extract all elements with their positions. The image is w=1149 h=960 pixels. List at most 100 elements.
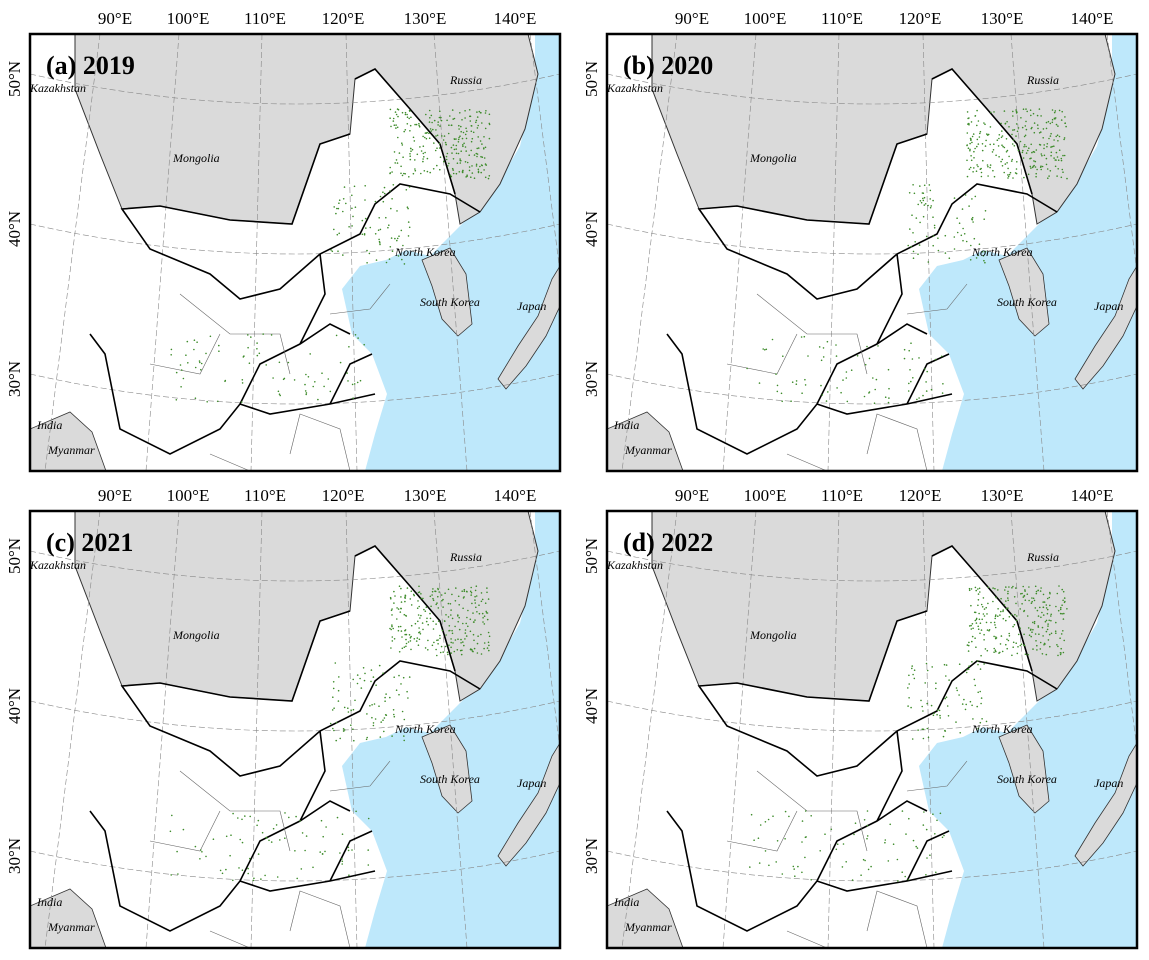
- crop-pixel: [449, 174, 452, 176]
- crop-pixel: [1000, 610, 1002, 613]
- crop-pixel: [945, 675, 947, 677]
- crop-pixel: [433, 142, 435, 144]
- place-label: Japan: [1094, 299, 1123, 313]
- crop-pixel: [980, 702, 982, 705]
- crop-pixel: [975, 257, 978, 259]
- crop-pixel: [333, 729, 335, 732]
- crop-pixel: [983, 259, 985, 262]
- crop-pixel: [420, 172, 422, 175]
- crop-pixel: [201, 851, 203, 853]
- crop-pixel: [1023, 633, 1025, 636]
- crop-pixel: [378, 238, 380, 241]
- place-label: India: [36, 418, 62, 432]
- crop-pixel: [266, 837, 268, 839]
- crop-pixel: [486, 591, 488, 594]
- crop-pixel: [398, 651, 401, 653]
- crop-pixel: [396, 162, 399, 164]
- crop-pixel: [1057, 609, 1060, 612]
- crop-pixel: [986, 164, 989, 166]
- crop-pixel: [981, 618, 983, 621]
- crop-pixel: [1030, 167, 1032, 169]
- crop-pixel: [1035, 640, 1037, 642]
- crop-pixel: [437, 124, 439, 126]
- crop-pixel: [459, 162, 462, 164]
- crop-pixel: [329, 390, 332, 393]
- crop-pixel: [979, 622, 982, 624]
- crop-pixel: [1000, 160, 1002, 163]
- crop-pixel: [441, 599, 443, 602]
- crop-pixel: [940, 355, 943, 358]
- crop-pixel: [225, 868, 227, 871]
- crop-pixel: [1041, 626, 1044, 629]
- crop-pixel: [232, 812, 234, 815]
- crop-pixel: [995, 596, 997, 599]
- crop-pixel: [470, 140, 473, 143]
- crop-pixel: [462, 145, 464, 148]
- crop-pixel: [462, 622, 464, 625]
- crop-pixel: [1007, 167, 1009, 170]
- crop-pixel: [1037, 625, 1039, 627]
- crop-pixel: [484, 602, 487, 604]
- crop-pixel: [970, 218, 973, 220]
- crop-pixel: [393, 151, 396, 153]
- crop-pixel: [277, 390, 280, 393]
- crop-pixel: [976, 145, 978, 148]
- crop-pixel: [810, 879, 812, 881]
- crop-pixel: [396, 210, 398, 212]
- crop-pixel: [410, 624, 413, 627]
- crop-pixel: [1023, 610, 1025, 613]
- crop-pixel: [424, 136, 426, 139]
- crop-pixel: [999, 643, 1002, 645]
- crop-pixel: [993, 647, 995, 650]
- crop-pixel: [868, 357, 871, 360]
- crop-pixel: [342, 198, 345, 200]
- crop-pixel: [391, 636, 394, 638]
- crop-pixel: [462, 144, 464, 146]
- crop-pixel: [453, 117, 456, 120]
- crop-pixel: [256, 342, 258, 344]
- crop-pixel: [1008, 155, 1010, 158]
- crop-pixel: [1005, 608, 1008, 610]
- crop-pixel: [393, 715, 396, 718]
- crop-pixel: [224, 379, 227, 382]
- crop-pixel: [232, 879, 234, 882]
- crop-pixel: [394, 162, 397, 164]
- lon-label: 130°E: [981, 9, 1024, 28]
- crop-pixel: [908, 674, 910, 677]
- crop-pixel: [913, 677, 916, 680]
- crop-pixel: [1002, 145, 1004, 148]
- korea: [421, 247, 473, 337]
- crop-pixel: [1064, 122, 1066, 124]
- crop-pixel: [429, 612, 431, 615]
- crop-pixel: [1055, 135, 1057, 138]
- crop-pixel: [907, 390, 910, 392]
- crop-pixel: [241, 382, 244, 384]
- crop-pixel: [1010, 614, 1013, 616]
- crop-pixel: [256, 354, 259, 357]
- crop-pixel: [389, 108, 392, 111]
- crop-pixel: [354, 206, 357, 208]
- crop-pixel: [884, 839, 887, 841]
- crop-pixel: [436, 147, 438, 149]
- crop-pixel: [429, 171, 432, 174]
- crop-pixel: [372, 676, 375, 678]
- crop-pixel: [853, 833, 855, 836]
- crop-pixel: [391, 198, 393, 200]
- crop-pixel: [820, 359, 823, 362]
- crop-pixel: [934, 833, 936, 835]
- crop-pixel: [981, 606, 984, 608]
- crop-pixel: [357, 337, 359, 339]
- crop-pixel: [797, 865, 799, 868]
- graticule: [30, 223, 560, 255]
- crop-pixel: [1017, 127, 1020, 129]
- crop-pixel: [1040, 616, 1042, 619]
- crop-pixel: [354, 699, 356, 702]
- crop-pixel: [776, 390, 779, 393]
- crop-pixel: [393, 590, 395, 593]
- crop-pixel: [1062, 618, 1065, 620]
- crop-pixel: [466, 130, 468, 133]
- lat-label: 40°N: [5, 211, 24, 247]
- crop-pixel: [469, 590, 472, 593]
- crop-pixel: [1015, 112, 1018, 114]
- crop-pixel: [450, 652, 453, 654]
